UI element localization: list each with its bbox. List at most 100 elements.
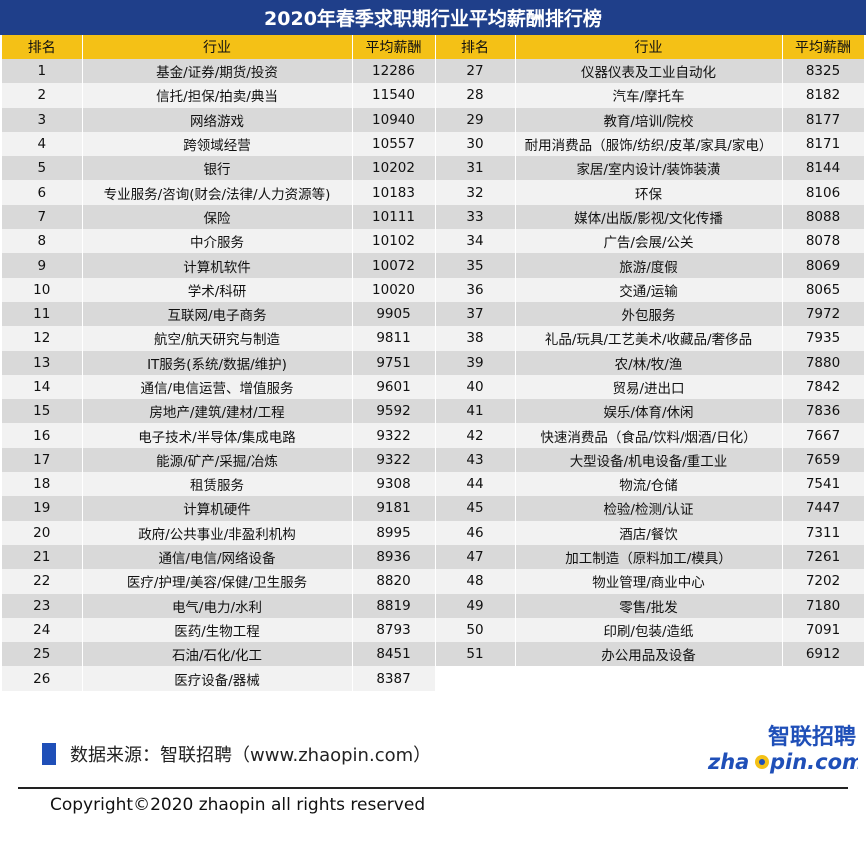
left-rank-cell: 14 <box>2 374 83 400</box>
right-rank-cell: 34 <box>435 229 516 254</box>
left-rank-cell: 7 <box>2 204 83 230</box>
right-salary-cell: 8065 <box>782 277 865 302</box>
table-row: 13 IT服务(系统/数据/维护) 9751 39 农/林/牧/渔 7880 <box>2 350 865 375</box>
left-salary-cell: 10102 <box>352 229 436 254</box>
right-salary-cell: 7972 <box>782 301 865 327</box>
right-salary-cell: 7447 <box>782 496 865 521</box>
right-industry-cell: 零售/批发 <box>515 593 783 618</box>
right-rank-cell: 38 <box>435 326 516 351</box>
left-rank-cell: 8 <box>2 229 83 254</box>
right-salary-cell: 7659 <box>782 447 865 473</box>
data-source: 数据来源：智联招聘（www.zhaopin.com） <box>42 740 431 768</box>
left-salary-cell: 9905 <box>352 301 436 327</box>
table-row: 16 电子技术/半导体/集成电路 9322 42 快速消费品（食品/饮料/烟酒/日化） 7… <box>2 423 865 448</box>
right-rank-cell: 28 <box>435 83 516 108</box>
header-salary: 平均薪酬 <box>782 35 865 59</box>
left-rank-cell: 21 <box>2 544 83 570</box>
right-rank-cell: 36 <box>435 277 516 302</box>
left-rank-cell: 20 <box>2 520 83 545</box>
table-row: 5 银行 10202 31 家居/室内设计/装饰装潢 8144 <box>2 156 865 181</box>
left-industry-cell: 银行 <box>82 156 353 181</box>
left-salary-cell: 8995 <box>352 520 436 545</box>
left-rank-cell: 19 <box>2 496 83 521</box>
left-salary-cell: 10183 <box>352 180 436 205</box>
left-industry-cell: 房地产/建筑/建材/工程 <box>82 399 353 424</box>
table-title: 2020年春季求职期行业平均薪酬排行榜 <box>0 0 866 35</box>
left-industry-cell: 基金/证券/期货/投资 <box>82 59 353 84</box>
left-salary-cell: 8387 <box>352 666 436 691</box>
left-rank-cell: 23 <box>2 593 83 618</box>
right-industry-cell: 加工制造（原料加工/模具） <box>515 544 783 570</box>
table-row: 23 电气/电力/水利 8819 49 零售/批发 7180 <box>2 593 865 618</box>
right-industry-cell: 农/林/牧/渔 <box>515 350 783 375</box>
table-row: 24 医药/生物工程 8793 50 印刷/包装/造纸 7091 <box>2 617 865 643</box>
right-industry-cell: 物流/仓储 <box>515 472 783 497</box>
table-row: 3 网络游戏 10940 29 教育/培训/院校 8177 <box>2 107 865 132</box>
right-rank-cell: 47 <box>435 544 516 570</box>
table-row: 12 航空/航天研究与制造 9811 38 礼品/玩具/工艺美术/收藏品/奢侈品 7935 <box>2 326 865 351</box>
left-industry-cell: 中介服务 <box>82 229 353 254</box>
right-rank-cell: 40 <box>435 374 516 400</box>
left-industry-cell: 信托/担保/拍卖/典当 <box>82 83 353 108</box>
left-rank-cell: 4 <box>2 131 83 157</box>
right-rank-cell: 29 <box>435 107 516 132</box>
right-salary-cell: 8182 <box>782 83 865 108</box>
right-industry-cell: 环保 <box>515 180 783 205</box>
right-salary-cell: 7541 <box>782 472 865 497</box>
left-industry-cell: 互联网/电子商务 <box>82 301 353 327</box>
right-salary-cell: 7180 <box>782 593 865 618</box>
logo-chinese-text: 智联招聘 <box>768 724 856 750</box>
right-industry-cell: 物业管理/商业中心 <box>515 569 783 594</box>
left-salary-cell: 9592 <box>352 399 436 424</box>
left-industry-cell: 政府/公共事业/非盈利机构 <box>82 520 353 545</box>
left-rank-cell: 15 <box>2 399 83 424</box>
right-rank-cell: 37 <box>435 301 516 327</box>
right-rank-cell: 43 <box>435 447 516 473</box>
right-rank-cell: 30 <box>435 131 516 157</box>
header-salary: 平均薪酬 <box>352 35 436 59</box>
right-rank-cell: 42 <box>435 423 516 448</box>
salary-ranking-table: 排名 行业 平均薪酬 排名 行业 平均薪酬 1 基金/证券/期货/投资 12286 2… <box>2 35 865 691</box>
right-rank-cell <box>435 666 516 691</box>
table-row: 10 学术/科研 10020 36 交通/运输 8065 <box>2 277 865 302</box>
right-industry-cell: 汽车/摩托车 <box>515 83 783 108</box>
right-industry-cell: 教育/培训/院校 <box>515 107 783 132</box>
right-salary-cell: 8171 <box>782 131 865 157</box>
table-body: 1 基金/证券/期货/投资 12286 27 仪器仪表及工业自动化 8325 2 信托/担保/… <box>2 59 865 691</box>
left-industry-cell: 航空/航天研究与制造 <box>82 326 353 351</box>
table-row: 7 保险 10111 33 媒体/出版/影视/文化传播 8088 <box>2 204 865 230</box>
right-industry-cell: 广告/会展/公关 <box>515 229 783 254</box>
table-row: 15 房地产/建筑/建材/工程 9592 41 娱乐/体育/休闲 7836 <box>2 399 865 424</box>
bullet-square-icon <box>42 743 56 765</box>
left-rank-cell: 2 <box>2 83 83 108</box>
right-salary-cell: 7311 <box>782 520 865 545</box>
left-salary-cell: 11540 <box>352 83 436 108</box>
right-salary-cell: 7091 <box>782 617 865 643</box>
right-industry-cell: 检验/检测/认证 <box>515 496 783 521</box>
right-salary-cell: 7935 <box>782 326 865 351</box>
left-industry-cell: 学术/科研 <box>82 277 353 302</box>
right-rank-cell: 49 <box>435 593 516 618</box>
left-salary-cell: 8936 <box>352 544 436 570</box>
left-rank-cell: 5 <box>2 156 83 181</box>
left-industry-cell: 电子技术/半导体/集成电路 <box>82 423 353 448</box>
right-rank-cell: 35 <box>435 253 516 278</box>
right-industry-cell: 礼品/玩具/工艺美术/收藏品/奢侈品 <box>515 326 783 351</box>
right-industry-cell <box>515 666 783 691</box>
right-rank-cell: 27 <box>435 59 516 84</box>
left-salary-cell: 9751 <box>352 350 436 375</box>
header-industry: 行业 <box>82 35 353 59</box>
right-industry-cell: 贸易/进出口 <box>515 374 783 400</box>
left-rank-cell: 17 <box>2 447 83 473</box>
left-salary-cell: 8451 <box>352 642 436 667</box>
left-rank-cell: 24 <box>2 617 83 643</box>
table-header-row: 排名 行业 平均薪酬 排名 行业 平均薪酬 <box>2 35 865 59</box>
table-row: 20 政府/公共事业/非盈利机构 8995 46 酒店/餐饮 7311 <box>2 520 865 545</box>
left-salary-cell: 8820 <box>352 569 436 594</box>
left-salary-cell: 10111 <box>352 204 436 230</box>
table-row: 18 租赁服务 9308 44 物流/仓储 7541 <box>2 472 865 497</box>
right-rank-cell: 31 <box>435 156 516 181</box>
left-salary-cell: 9811 <box>352 326 436 351</box>
left-rank-cell: 26 <box>2 666 83 691</box>
right-industry-cell: 印刷/包装/造纸 <box>515 617 783 643</box>
